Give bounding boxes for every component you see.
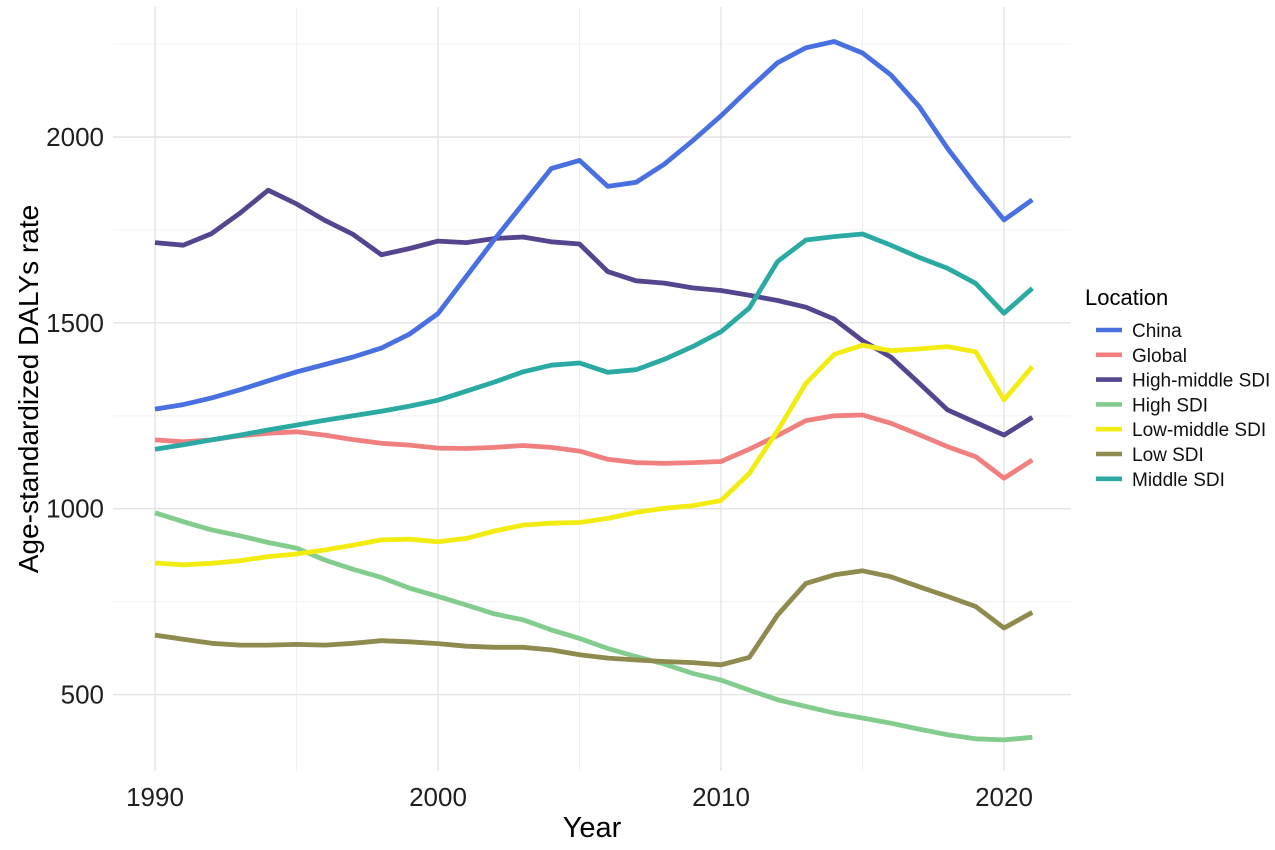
axis-tick-labels: 1990 2000 2010 2020 500 1000 1500 2000 [46, 122, 1033, 812]
gridlines-minor [113, 7, 1071, 771]
series-line-china [154, 39, 1034, 412]
x-axis-title: Year [563, 812, 622, 844]
legend-label-low-middle-sdi: Low-middle SDI [1132, 420, 1266, 441]
x-tick-label: 2020 [975, 782, 1033, 812]
y-axis-title: Age-standardized DALYs rate [13, 205, 44, 573]
series-line-low-middle-sdi [154, 342, 1035, 568]
y-tick-label: 2000 [46, 122, 104, 152]
series-line-high-sdi [154, 510, 1033, 743]
series-line-global [154, 412, 1034, 481]
series-line-middle-sdi [154, 231, 1034, 452]
y-tick-label: 1500 [46, 308, 104, 338]
legend: Location China Global High-middle SDI High … [1085, 285, 1270, 491]
y-tick-label: 500 [61, 680, 104, 710]
x-tick-label: 2000 [409, 782, 467, 812]
series-lines [154, 39, 1035, 743]
legend-label-global: Global [1132, 346, 1187, 367]
legend-title: Location [1085, 285, 1168, 310]
series-line-low-sdi [154, 568, 1034, 668]
y-tick-label: 1000 [46, 494, 104, 524]
legend-label-china: China [1132, 321, 1182, 342]
legend-label-high-middle-sdi: High-middle SDI [1132, 371, 1270, 392]
legend-label-middle-sdi: Middle SDI [1132, 470, 1225, 491]
legend-label-high-sdi: High SDI [1132, 395, 1208, 416]
x-tick-label: 2010 [692, 782, 750, 812]
legend-label-low-sdi: Low SDI [1132, 445, 1204, 466]
x-tick-label: 1990 [126, 782, 184, 812]
series-line-high-middle-sdi [154, 187, 1034, 438]
